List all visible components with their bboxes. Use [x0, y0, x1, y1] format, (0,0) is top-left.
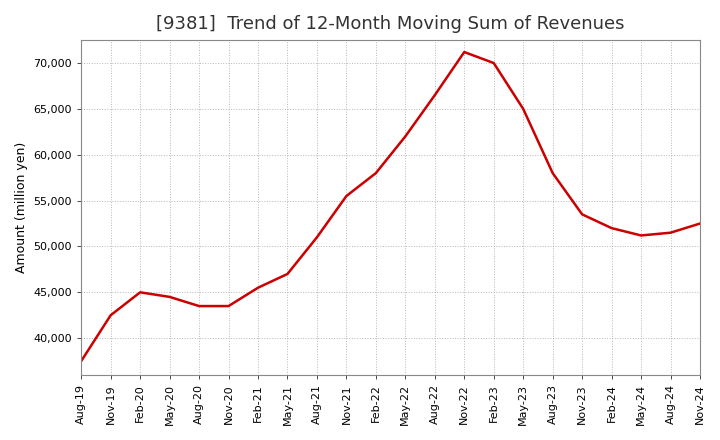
Title: [9381]  Trend of 12-Month Moving Sum of Revenues: [9381] Trend of 12-Month Moving Sum of R…: [156, 15, 625, 33]
Y-axis label: Amount (million yen): Amount (million yen): [15, 142, 28, 273]
